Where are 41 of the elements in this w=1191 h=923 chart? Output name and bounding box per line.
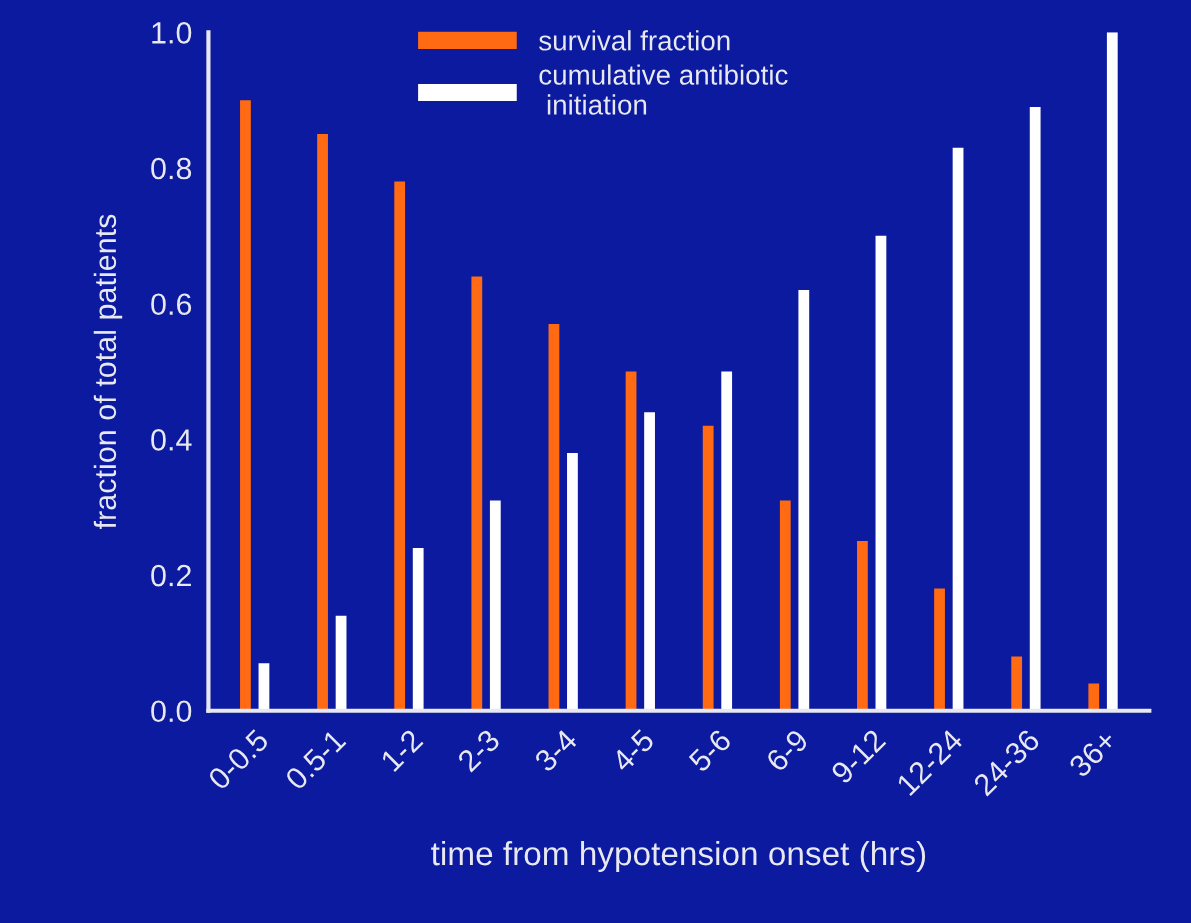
- y-axis-title: fraction of total patients: [93, 214, 123, 530]
- bar: [857, 541, 868, 711]
- y-tick-label: 1.0: [152, 22, 192, 44]
- bar: [258, 663, 270, 711]
- bar: [952, 147, 964, 711]
- x-tick-label: 4-5: [610, 728, 656, 774]
- bar: [779, 500, 791, 711]
- bar: [548, 324, 560, 711]
- bar: [1106, 32, 1118, 711]
- bar: [934, 588, 945, 711]
- x-tick-label: 5-6: [687, 728, 733, 773]
- y-tick-label: 0.4: [151, 429, 192, 451]
- bar: [702, 425, 714, 711]
- bar: [240, 100, 251, 711]
- bar: [335, 615, 347, 711]
- bar: [412, 547, 424, 711]
- bar: [644, 412, 655, 711]
- bar: [489, 500, 501, 711]
- y-tick-label: 0.8: [151, 157, 192, 180]
- bar: [721, 371, 733, 711]
- bar: [875, 235, 887, 711]
- bar: [798, 290, 810, 711]
- x-tick-label: 6-9: [765, 728, 810, 773]
- x-axis-title: time from hypotension onset (hrs): [431, 840, 926, 873]
- x-tick-label: 3-4: [533, 727, 579, 773]
- bar: [625, 371, 637, 711]
- x-tick-label: 1-2: [379, 728, 424, 772]
- x-tick-label: 36+: [1067, 728, 1118, 779]
- bar: [317, 134, 328, 711]
- bar: [471, 276, 483, 711]
- bar: [1088, 683, 1100, 711]
- bar: [1011, 656, 1023, 711]
- bar: [1029, 106, 1041, 711]
- y-tick-label: 0.0: [151, 700, 192, 723]
- bar: [567, 452, 578, 711]
- x-tick-label: 2-3: [456, 728, 501, 773]
- y-tick-label: 0.2: [151, 564, 191, 587]
- legend-label: cumulative antibiotic initiation: [539, 64, 788, 115]
- y-tick-label: 0.6: [151, 293, 192, 316]
- bar: [394, 181, 406, 711]
- legend-label: survival fraction: [539, 30, 730, 51]
